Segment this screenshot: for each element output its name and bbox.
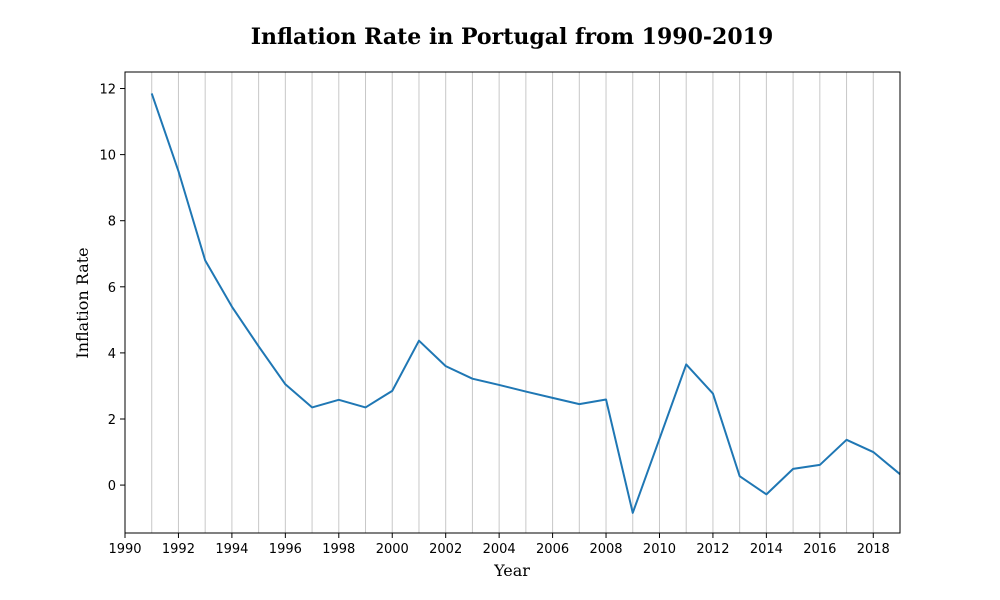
y-axis: 0 2 4 6 8 10 12 — [99, 83, 125, 494]
x-tick-label: 1996 — [269, 542, 302, 557]
y-tick-label: 6 — [108, 281, 116, 296]
x-axis: 1990 1992 1994 1996 1998 2000 2002 2004 2006 2008… — [108, 533, 890, 557]
x-tick-label: 2006 — [536, 542, 569, 557]
y-tick-label: 2 — [108, 413, 116, 428]
x-tick-label: 2000 — [376, 542, 409, 557]
y-tick-label: 12 — [99, 83, 116, 98]
x-tick-label: 2018 — [857, 542, 890, 557]
y-tick-label: 0 — [108, 479, 116, 494]
x-tick-label: 2010 — [643, 542, 676, 557]
x-tick-label: 2002 — [429, 542, 462, 557]
x-tick-label: 1998 — [322, 542, 355, 557]
chart-title: Inflation Rate in Portugal from 1990-201… — [251, 24, 774, 50]
plot-frame — [124, 71, 901, 534]
x-tick-label: 1994 — [215, 542, 248, 557]
grid-lines — [151, 72, 874, 533]
y-axis-label: Inflation Rate — [73, 247, 92, 358]
x-tick-label: 1992 — [162, 542, 195, 557]
x-tick-label: 2016 — [803, 542, 836, 557]
inflation-rate-line — [150, 93, 901, 514]
x-tick-label: 2008 — [589, 542, 622, 557]
x-axis-label: Year — [493, 561, 530, 580]
y-tick-label: 8 — [108, 215, 116, 230]
y-tick-label: 10 — [99, 149, 116, 164]
y-tick-label: 4 — [108, 347, 116, 362]
x-tick-label: 1990 — [108, 542, 141, 557]
x-tick-label: 2004 — [483, 542, 516, 557]
x-tick-label: 2012 — [696, 542, 729, 557]
x-tick-label: 2014 — [750, 542, 783, 557]
series-layer — [150, 93, 901, 514]
